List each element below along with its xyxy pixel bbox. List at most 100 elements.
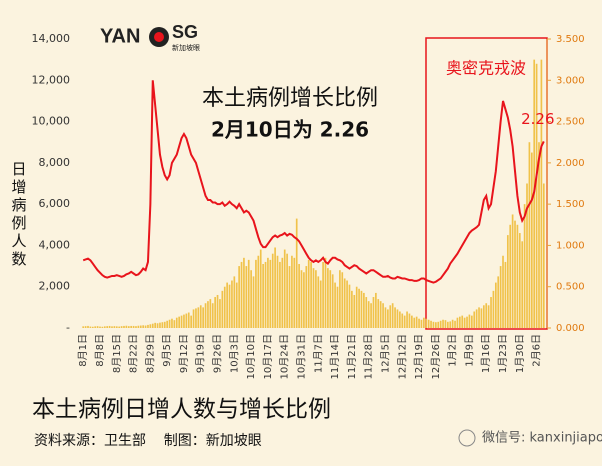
bar [89,326,92,328]
bar [173,320,176,328]
bar [99,326,101,328]
bar [298,264,300,328]
bar [509,224,512,328]
bar [365,297,368,328]
bar [494,282,497,328]
x-tick-label: 1月23日 [497,334,509,373]
bar [418,318,420,328]
bar [511,214,514,328]
bar [307,259,310,328]
x-tick-label: 10月31日 [296,334,308,379]
bar [329,270,332,328]
bar [470,315,473,328]
bar [339,270,341,328]
x-tick-label: 8月22日 [128,334,140,373]
bar [101,326,104,328]
bar [375,292,377,328]
bar [370,303,372,328]
bar [490,297,492,328]
bar [343,278,346,328]
bar [103,326,106,328]
footer-title: 本土病例日增人数与增长比例 [32,397,331,423]
bar [315,270,317,328]
bar [262,264,264,328]
bar [132,325,135,328]
bar [427,319,430,328]
bar [125,325,128,328]
bar [178,316,180,328]
bar [202,307,204,328]
bar [120,326,123,328]
y-tick-label: 2,000 [39,280,71,293]
bar [135,326,137,328]
bar [175,317,178,328]
bar [379,301,382,328]
bar [156,323,159,328]
bar [91,326,94,328]
bar [271,253,274,328]
bar [257,255,260,328]
bar [432,321,435,328]
bar [322,261,324,328]
bar [542,183,545,328]
bar [530,152,533,328]
bar [233,276,236,328]
bar [437,321,440,328]
logo-icon-inner [154,32,164,42]
bar [518,233,521,328]
bar [360,290,363,328]
x-tick-label: 12月12日 [396,334,408,379]
bar [137,325,140,328]
bar [463,317,466,328]
bar [108,325,111,328]
bar [382,303,384,328]
bar [444,320,447,328]
bar [113,326,116,328]
bar [264,261,267,328]
bar [151,323,154,328]
bar [197,307,200,328]
bar [303,272,305,328]
bar [401,313,404,328]
x-tick-label: 8月1日 [77,334,89,367]
bar [408,313,411,328]
bar [319,280,322,328]
bar [535,63,538,329]
bar [317,276,320,328]
bar [106,326,109,328]
bar [528,142,531,328]
logo-right: SG [172,22,198,42]
bar [82,326,85,328]
bar [87,325,89,328]
bar [199,305,202,328]
bar [276,255,279,328]
x-tick-label: 9月12日 [178,334,190,373]
x-tick-label: 1月9日 [463,334,475,367]
bar [219,299,221,328]
bar [411,315,413,328]
x-tick-label: 8月29日 [144,334,156,373]
bar [514,220,516,328]
bar [435,322,437,328]
bar [115,326,118,328]
bar [327,268,329,328]
x-tick-label: 11月21日 [346,334,358,379]
bar [84,326,87,328]
bar [485,303,488,328]
x-tick-label: 12月19日 [413,334,425,379]
x-tick-label: 11月7日 [312,334,324,373]
bar [526,183,528,328]
bar [118,326,121,328]
x-tick-label: 10月3日 [228,334,240,373]
x-tick-label: 11月14日 [329,334,341,379]
bar [281,257,284,328]
x-tick-label: 10月17日 [262,334,274,379]
bar [415,316,418,328]
logo-small: 新加坡眼 [172,43,200,52]
x-tick-label: 1月16日 [480,334,492,373]
x-tick-label: 1月30日 [514,334,526,373]
x-tick-label: 8月15日 [111,334,123,373]
bar [183,314,185,328]
bar [127,326,130,328]
